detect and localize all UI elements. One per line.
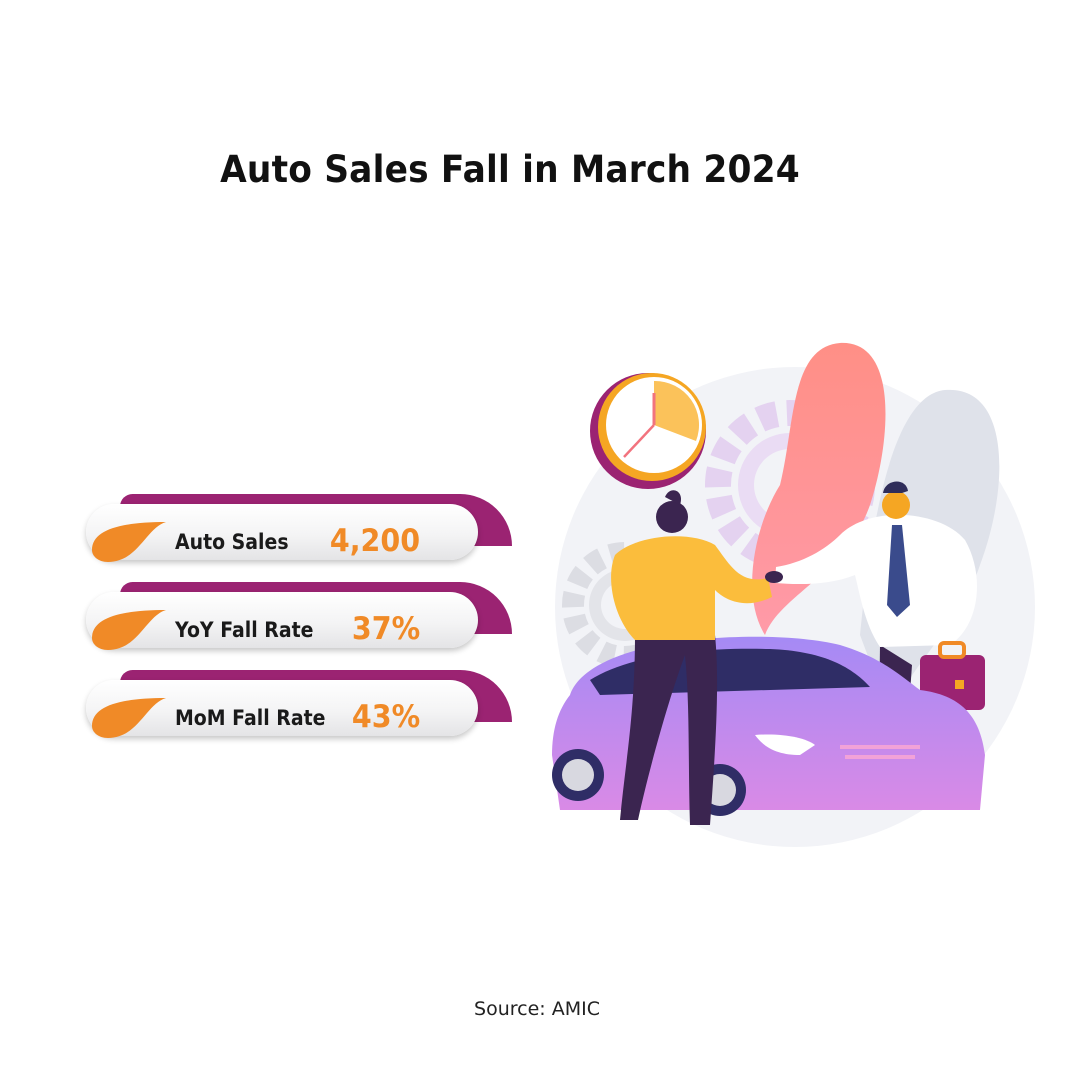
stat-value: 37% (351, 611, 420, 647)
stat-label: Auto Sales (175, 530, 289, 554)
stat-value: 4,200 (329, 523, 420, 559)
stat-mom-fall-rate: MoM Fall Rate 43% (86, 670, 516, 758)
page-title: Auto Sales Fall in March 2024 (220, 148, 800, 191)
stat-yoy-fall-rate: YoY Fall Rate 37% (86, 582, 516, 670)
stat-pill: YoY Fall Rate 37% (86, 592, 478, 650)
source-note: Source: AMIC (474, 998, 600, 1020)
stat-auto-sales: Auto Sales 4,200 (86, 494, 516, 582)
orange-leaf-icon (92, 522, 166, 562)
handshake-icon (765, 571, 783, 583)
customer (611, 490, 772, 825)
stat-value: 43% (351, 699, 420, 735)
car-dealer-illustration (552, 342, 1035, 847)
orange-leaf-icon (92, 698, 166, 738)
stat-label: MoM Fall Rate (175, 706, 326, 730)
stats-list: Auto Sales 4,200 YoY Fall Rate 37% MoM F… (86, 494, 516, 758)
stat-pill: Auto Sales 4,200 (86, 504, 478, 562)
stat-label: YoY Fall Rate (175, 618, 314, 642)
orange-leaf-icon (92, 610, 166, 650)
pink-leaf (752, 342, 886, 635)
clock-icon (590, 373, 706, 489)
stat-pill: MoM Fall Rate 43% (86, 680, 478, 738)
